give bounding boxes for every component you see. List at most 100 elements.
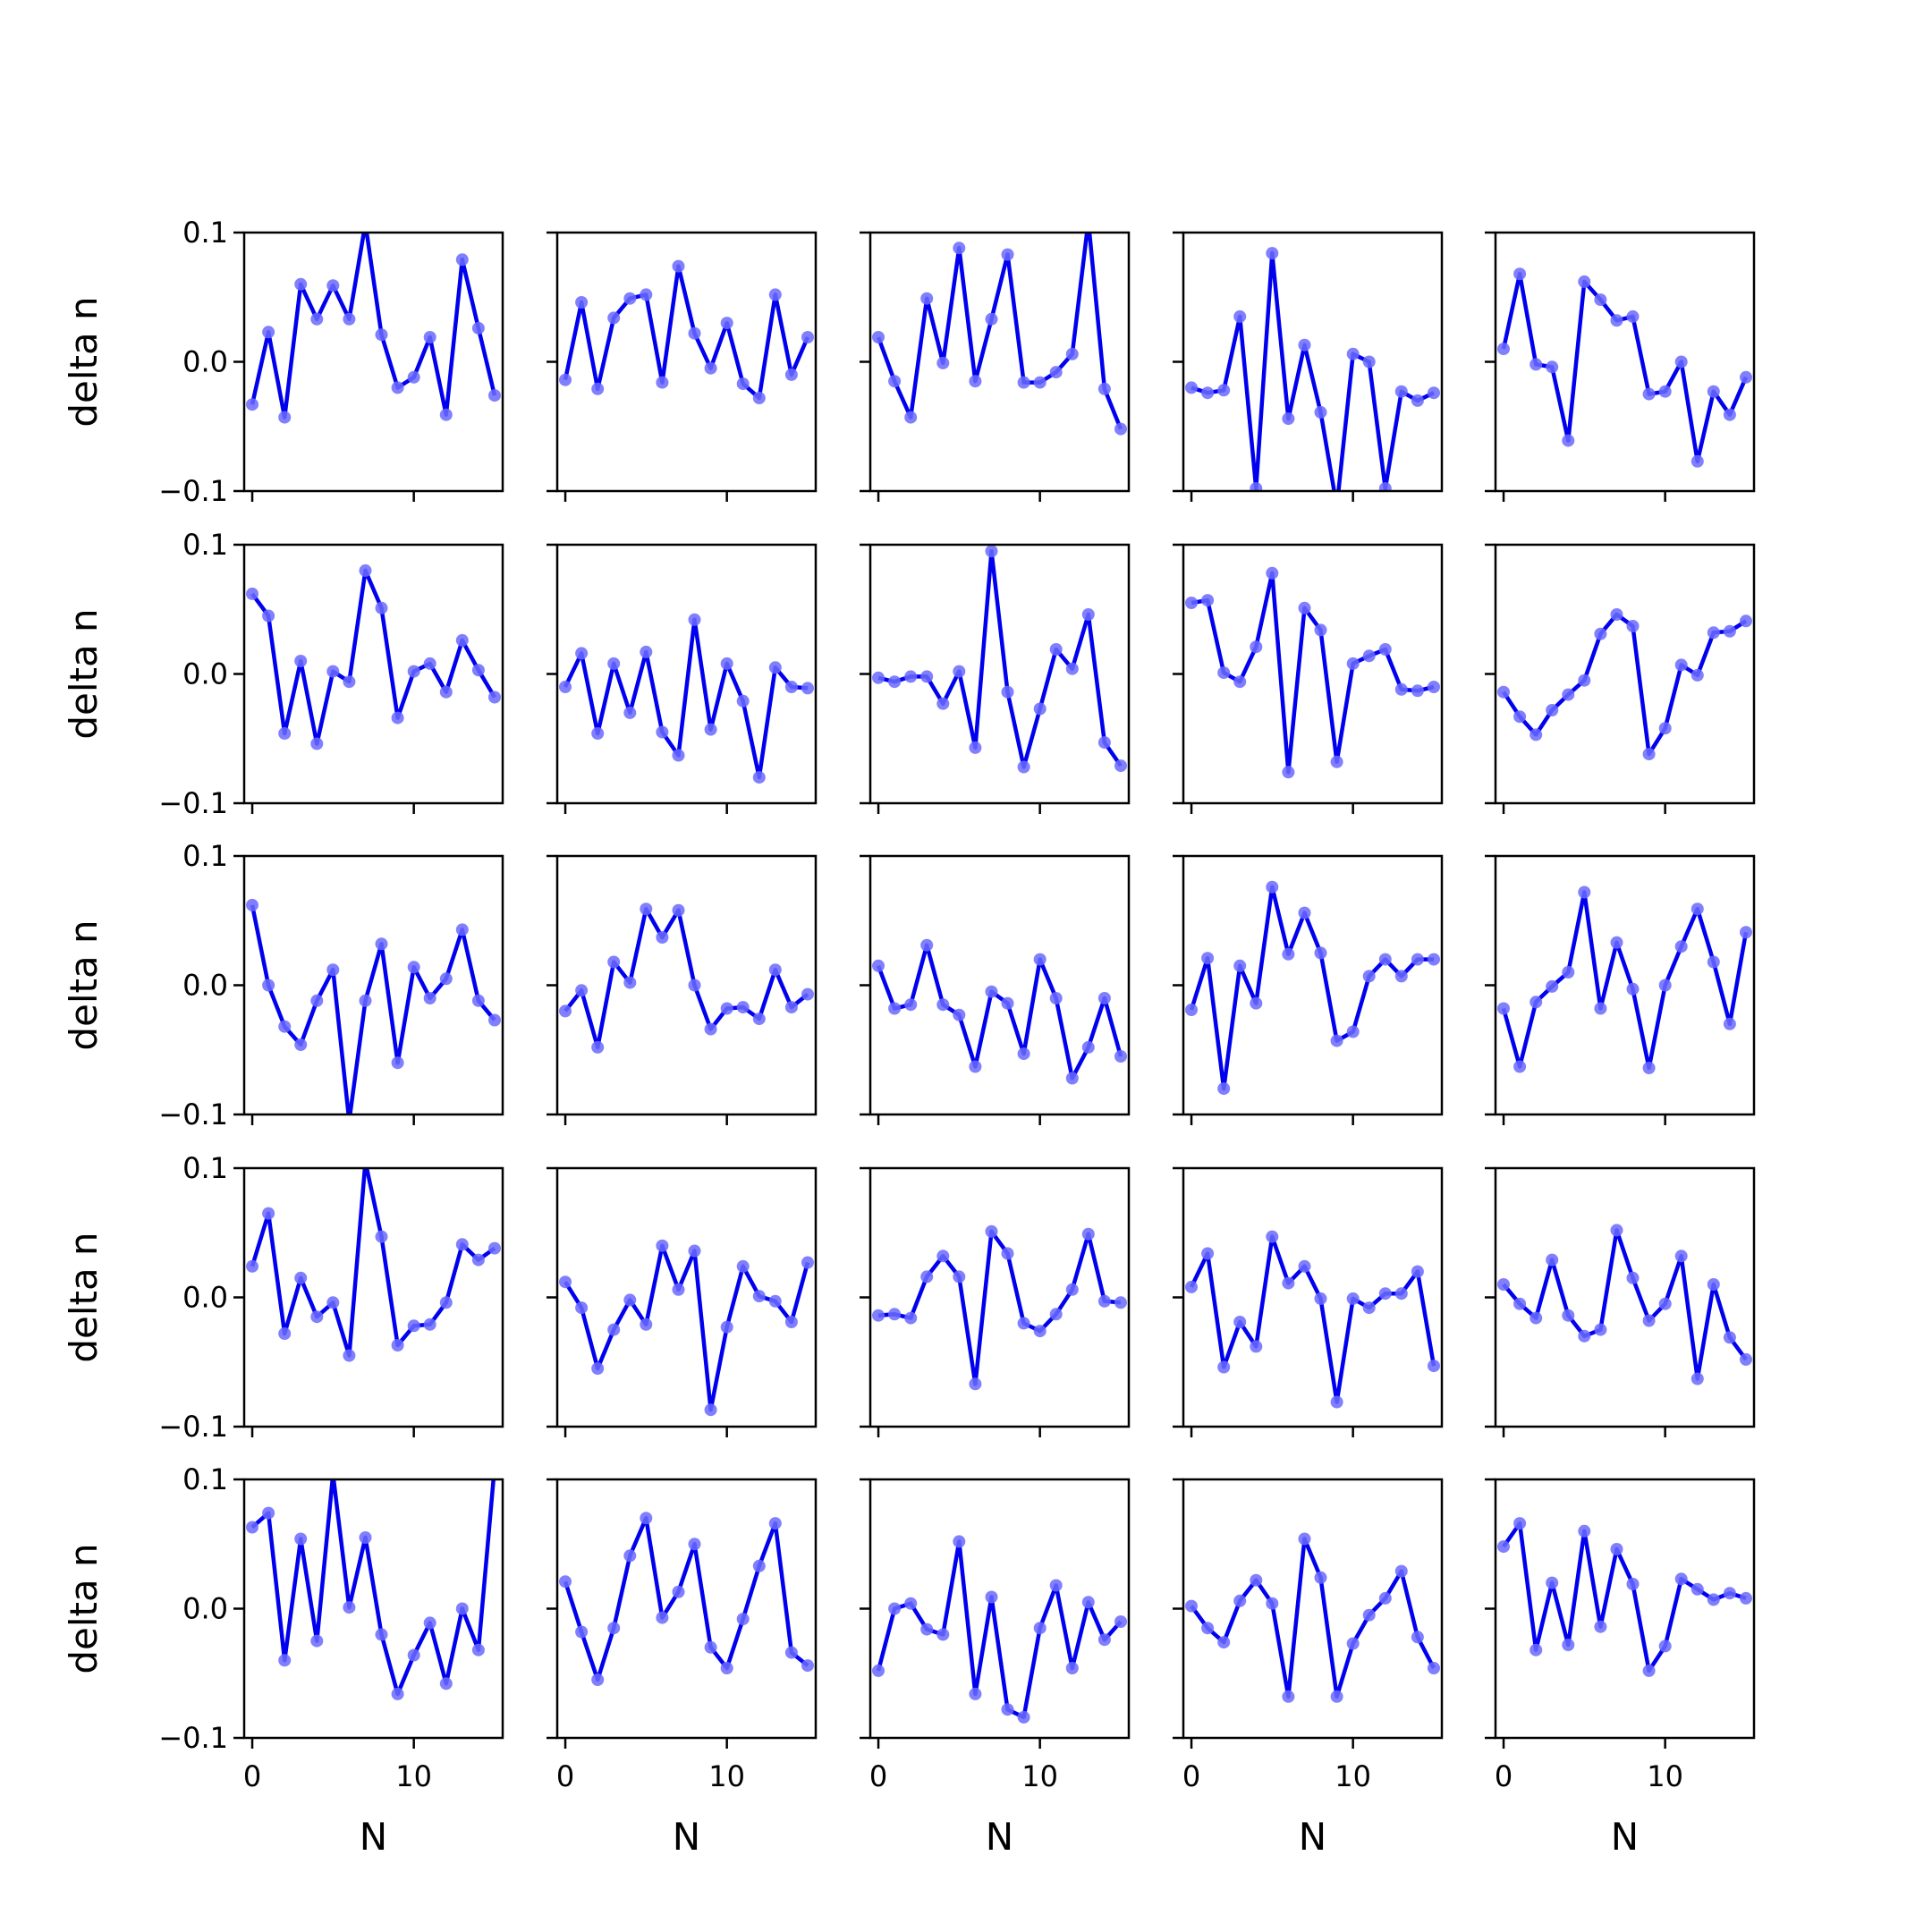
- x-tick-label: 10: [1647, 1759, 1683, 1793]
- data-point: [904, 1597, 918, 1610]
- data-point: [559, 681, 572, 693]
- data-point: [1017, 376, 1030, 389]
- subplot-3-4: [1173, 854, 1444, 1125]
- data-point: [1674, 940, 1688, 953]
- data-point: [1081, 1596, 1095, 1609]
- data-point: [1707, 1593, 1720, 1606]
- series-line: [250, 568, 496, 746]
- data-point: [246, 398, 258, 411]
- data-point: [407, 1648, 420, 1662]
- data-point: [1081, 1040, 1095, 1054]
- data-point: [1610, 1543, 1623, 1555]
- y-tick-label: 0.0: [182, 1592, 228, 1626]
- series-line: [1189, 885, 1434, 1091]
- data-point: [752, 392, 766, 404]
- data-point: [294, 277, 308, 291]
- data-point: [1314, 1292, 1327, 1305]
- data-point: [985, 1590, 998, 1604]
- data-point: [720, 1662, 733, 1674]
- data-point: [1017, 1710, 1030, 1724]
- subplot-5-3: 0 10N: [860, 1478, 1131, 1859]
- data-point: [953, 665, 966, 678]
- series-line: [877, 548, 1123, 769]
- data-point: [768, 1517, 782, 1530]
- data-point: [1346, 1637, 1360, 1650]
- data-point: [1081, 1227, 1095, 1241]
- series-line: [563, 617, 809, 780]
- data-point: [1411, 684, 1424, 698]
- data-point: [1217, 1360, 1231, 1374]
- data-point: [1562, 966, 1575, 979]
- y-tick-label: −0.1: [158, 1097, 228, 1131]
- series-line: [876, 943, 1123, 1080]
- data-point: [688, 613, 701, 626]
- data-point: [1428, 681, 1440, 693]
- y-axis-label: delta n: [62, 608, 106, 739]
- data-point: [455, 1602, 469, 1615]
- series-line: [250, 1168, 496, 1358]
- data-point: [920, 1623, 934, 1636]
- data-point: [1594, 1002, 1607, 1015]
- data-point: [1097, 992, 1111, 1004]
- data-point: [1723, 624, 1736, 638]
- data-point: [1626, 1578, 1640, 1590]
- data-point: [359, 564, 372, 577]
- data-point: [1394, 970, 1408, 983]
- data-point: [294, 655, 308, 667]
- data-point: [1394, 1287, 1408, 1301]
- data-point: [1513, 267, 1527, 281]
- data-point: [1674, 658, 1688, 672]
- series-line: [250, 1479, 496, 1697]
- data-point: [343, 312, 356, 326]
- data-point: [1530, 1311, 1543, 1325]
- series-14: [1185, 880, 1440, 1096]
- data-point: [736, 1259, 750, 1273]
- data-point: [969, 375, 982, 388]
- data-point: [439, 972, 453, 986]
- data-point: [1497, 1002, 1510, 1015]
- data-point: [1411, 394, 1424, 407]
- data-point: [1049, 1308, 1063, 1321]
- data-point: [607, 311, 621, 325]
- data-point: [656, 376, 669, 389]
- series-line: [564, 1243, 810, 1412]
- data-point: [455, 923, 469, 936]
- data-point: [1642, 1314, 1656, 1327]
- data-point: [246, 898, 258, 911]
- series-2: [559, 259, 814, 404]
- data-point: [343, 1601, 356, 1614]
- series-25: [1497, 1517, 1752, 1677]
- data-point: [1001, 996, 1014, 1010]
- data-point: [736, 377, 750, 391]
- data-point: [262, 326, 275, 339]
- data-point: [1314, 623, 1327, 637]
- data-point: [1250, 996, 1263, 1010]
- data-point: [310, 1634, 324, 1648]
- series-20: [1497, 1224, 1752, 1385]
- subplot-5-5: 0 10N: [1485, 1478, 1756, 1859]
- data-point: [455, 1238, 469, 1251]
- data-point: [455, 633, 469, 647]
- y-tick-label: −0.1: [158, 1410, 228, 1444]
- data-point: [1513, 710, 1527, 724]
- subplot-4-3: [860, 1166, 1131, 1437]
- data-point: [1017, 1317, 1030, 1330]
- data-point: [326, 963, 340, 977]
- x-tick-label: 0: [556, 1759, 574, 1793]
- data-point: [801, 987, 814, 1001]
- subplot-grid: 0.1 0.0 −0.1 delta n 0.1 0.0 −0.1 delta n 0.1 0.0…: [62, 216, 1756, 1859]
- data-point: [1114, 1050, 1127, 1063]
- data-point: [1001, 1703, 1014, 1716]
- data-point: [1562, 1639, 1575, 1651]
- data-point: [278, 1654, 292, 1667]
- data-point: [310, 737, 324, 750]
- data-point: [936, 697, 950, 710]
- data-point: [1546, 1253, 1559, 1267]
- data-point: [1298, 1532, 1311, 1546]
- data-point: [1707, 1278, 1720, 1291]
- data-point: [1362, 1301, 1376, 1315]
- data-point: [326, 1296, 340, 1309]
- data-point: [688, 326, 701, 340]
- data-point: [1114, 1296, 1127, 1309]
